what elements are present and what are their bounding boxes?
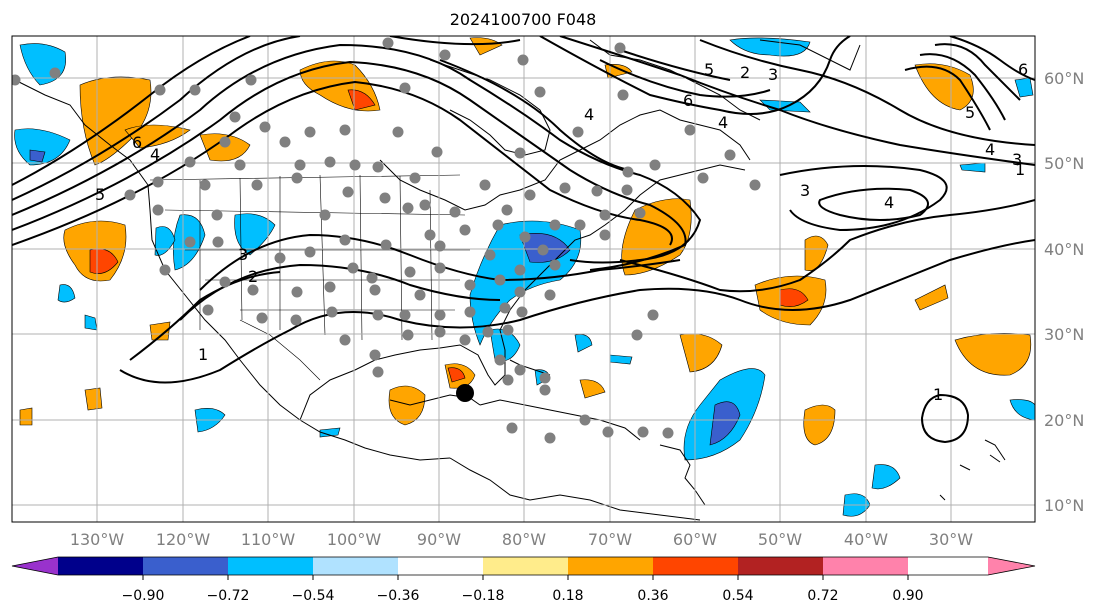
- colorbar-max-extend: [988, 557, 1035, 575]
- longitude-labels: 130°W 120°W 110°W 100°W 90°W 80°W 70°W 6…: [70, 530, 973, 549]
- colorbar-tick-label: −0.72: [207, 588, 250, 604]
- map-gridlines: [12, 36, 1035, 522]
- colorbar-ticks: [142, 575, 909, 580]
- colorbar-tick-label: −0.18: [462, 588, 505, 604]
- contour-label: 4: [884, 193, 894, 212]
- state-boundaries: [149, 174, 470, 381]
- contour-label: 3: [800, 181, 810, 200]
- contour-label: 3: [1012, 150, 1022, 169]
- lon-label: 130°W: [70, 530, 125, 549]
- colorbar-swatch: [58, 557, 143, 575]
- contour-lines: [12, 36, 1035, 444]
- colorbar-swatch: [483, 557, 568, 575]
- contour-label: 5: [95, 185, 105, 204]
- contour-label: 4: [985, 140, 995, 159]
- lon-label: 70°W: [588, 530, 632, 549]
- lon-label: 50°W: [758, 530, 802, 549]
- contour-label: 4: [150, 145, 160, 164]
- contour-label-group: 1 2 3 4 5 6 6 5 4 4 3 3 4 1 1 6 5 4 3 2: [95, 60, 1028, 404]
- colorbar-tick-label: −0.54: [292, 588, 335, 604]
- map-title: 2024100700 F048: [450, 10, 597, 29]
- lon-label: 30°W: [929, 530, 973, 549]
- lat-label: 30°N: [1044, 325, 1084, 344]
- contour-label: 3: [238, 245, 248, 264]
- lon-label: 110°W: [241, 530, 296, 549]
- colorbar-swatch: [568, 557, 653, 575]
- lon-label: 40°W: [844, 530, 888, 549]
- colorbar: −0.90 −0.72 −0.54 −0.36 −0.18 0.18 0.36 …: [11, 556, 1036, 604]
- colorbar-tick-label: 0.54: [722, 588, 753, 604]
- coastlines: [14, 39, 1006, 521]
- colorbar-tick-label: −0.36: [377, 588, 420, 604]
- contour-label: 1: [1015, 160, 1025, 179]
- colorbar-swatch: [398, 557, 483, 575]
- colorbar-tick-label: 0.72: [807, 588, 838, 604]
- contour-label: 5: [965, 103, 975, 122]
- colorbar-tick-label: 0.36: [637, 588, 668, 604]
- contour-label: 6: [1018, 60, 1028, 79]
- colorbar-swatch: [823, 557, 908, 575]
- lon-label: 60°W: [673, 530, 717, 549]
- map-frame: [11, 35, 1036, 523]
- map-area: 1 2 3 4 5 6 6 5 4 4 3 3 4 1 1 6 5 4 3 2: [12, 36, 1035, 522]
- colorbar-tick-label: 0.90: [892, 588, 923, 604]
- contour-label: 2: [740, 63, 750, 82]
- contour-label: 3: [768, 65, 778, 84]
- colorbar-min-extend: [12, 557, 58, 575]
- colorbar-swatch: [228, 557, 313, 575]
- colorbar-tick-label: −0.90: [122, 588, 165, 604]
- lon-label: 90°W: [417, 530, 461, 549]
- lat-label: 20°N: [1044, 411, 1084, 430]
- station-markers: [12, 37, 761, 444]
- lon-label: 80°W: [502, 530, 546, 549]
- colorbar-outline: [11, 556, 1036, 576]
- lat-label: 50°N: [1044, 154, 1084, 173]
- colorbar-swatch: [653, 557, 738, 575]
- contour-label: 4: [718, 113, 728, 132]
- contour-label: 6: [132, 133, 142, 152]
- colorbar-swatch: [313, 557, 398, 575]
- negative-anomaly-shading: [14, 37, 1035, 517]
- contour-label: 1: [933, 385, 943, 404]
- lat-label: 60°N: [1044, 69, 1084, 88]
- contour-label: 6: [683, 91, 693, 110]
- colorbar-tick-label: 0.18: [552, 588, 583, 604]
- storm-center-marker: [456, 384, 474, 402]
- colorbar-swatch: [143, 557, 228, 575]
- colorbar-swatch: [738, 557, 823, 575]
- contour-label: 5: [704, 60, 714, 79]
- contour-label: 1: [198, 345, 208, 364]
- lat-label: 40°N: [1044, 240, 1084, 259]
- lat-label: 10°N: [1044, 496, 1084, 515]
- contour-label: 4: [584, 105, 594, 124]
- contour-label: 2: [248, 267, 258, 286]
- latitude-labels: 60°N 50°N 40°N 30°N 20°N 10°N: [1044, 69, 1084, 515]
- lon-label: 120°W: [156, 530, 211, 549]
- lon-label: 100°W: [327, 530, 382, 549]
